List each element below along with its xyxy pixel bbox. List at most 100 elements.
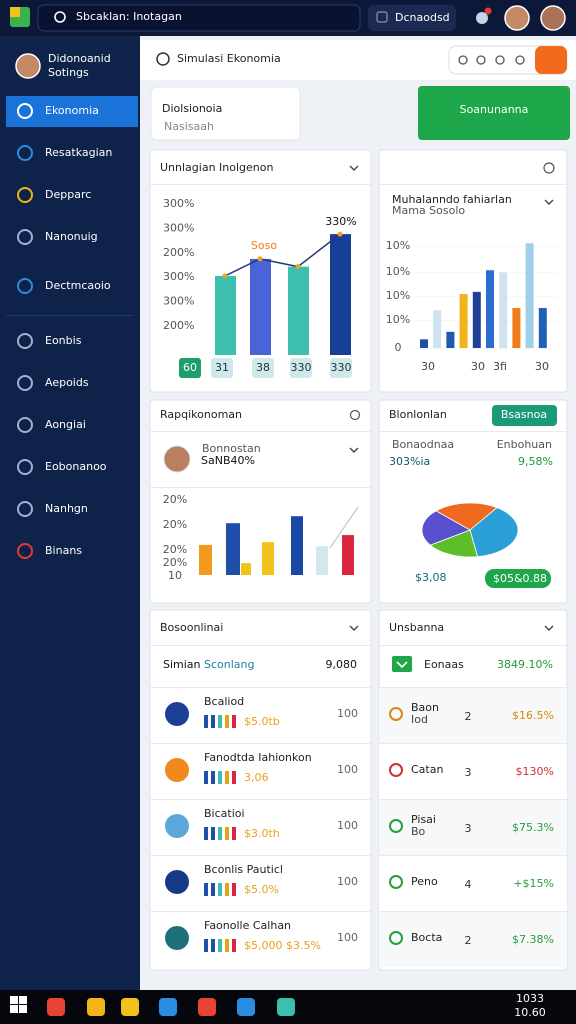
card-divider bbox=[150, 487, 371, 488]
taskbar-app[interactable] bbox=[159, 998, 177, 1016]
row-value: +$15% bbox=[513, 877, 554, 890]
card-divider bbox=[379, 431, 567, 432]
item-value: $5,000 $3.5% bbox=[244, 939, 321, 952]
mini-bar bbox=[232, 715, 236, 728]
search-box[interactable] bbox=[37, 4, 361, 32]
tool-button[interactable] bbox=[535, 46, 567, 74]
footer-pill-text[interactable]: $05&0.88 bbox=[493, 572, 547, 585]
bar bbox=[433, 310, 442, 348]
primary-button-text[interactable]: Soanunanna bbox=[460, 103, 529, 116]
trend-dot bbox=[337, 231, 343, 237]
badge-button[interactable] bbox=[492, 405, 557, 426]
grid-line bbox=[412, 296, 557, 297]
row-sub: Iod bbox=[411, 713, 428, 726]
menu-item[interactable]: Eonbis bbox=[45, 334, 82, 347]
card bbox=[378, 399, 568, 604]
card-divider bbox=[150, 184, 371, 185]
menu-item[interactable]: Aongiai bbox=[45, 418, 86, 431]
taskbar-app[interactable] bbox=[198, 998, 216, 1016]
bar bbox=[330, 234, 351, 355]
trend-dot bbox=[295, 264, 301, 270]
bar bbox=[262, 542, 274, 575]
list-divider bbox=[379, 743, 567, 744]
taskbar-app[interactable] bbox=[277, 998, 295, 1016]
start-tile[interactable] bbox=[10, 996, 18, 1004]
mini-bar bbox=[204, 883, 208, 896]
list-head-label: Simian bbox=[163, 658, 201, 671]
stat-label: Enbohuan bbox=[497, 438, 552, 451]
top-button[interactable] bbox=[368, 5, 456, 31]
start-tile[interactable] bbox=[19, 1005, 27, 1013]
chevron[interactable] bbox=[349, 447, 359, 453]
item-value: 3,06 bbox=[244, 771, 269, 784]
x-label: 330 bbox=[331, 361, 352, 374]
item-value: $5.0tb bbox=[244, 715, 280, 728]
taskbar-app[interactable] bbox=[87, 998, 105, 1016]
search-icon bbox=[54, 11, 66, 23]
chevron[interactable] bbox=[349, 165, 359, 171]
taskbar-app[interactable] bbox=[237, 998, 255, 1016]
chevron[interactable] bbox=[544, 199, 554, 205]
bar bbox=[316, 546, 328, 575]
profile-sub: Sotings bbox=[48, 66, 89, 79]
start-tile[interactable] bbox=[19, 996, 27, 1004]
tool-icon bbox=[476, 55, 486, 65]
menu-icon bbox=[17, 375, 33, 391]
bar bbox=[525, 243, 534, 348]
list-row bbox=[379, 911, 567, 967]
top-button-text: Dcnaodsd bbox=[395, 11, 450, 24]
taskbar-app[interactable] bbox=[121, 998, 139, 1016]
axis-label: 10% bbox=[386, 313, 410, 326]
badge-button-text[interactable]: Bsasnoa bbox=[501, 408, 547, 421]
item-title: Bicatioi bbox=[204, 807, 245, 820]
taskbar-app[interactable] bbox=[47, 998, 65, 1016]
menu-item[interactable]: Depparc bbox=[45, 188, 91, 201]
item-icon bbox=[165, 702, 189, 726]
list-row bbox=[379, 743, 567, 799]
mini-bar bbox=[232, 771, 236, 784]
mini-bar bbox=[211, 771, 215, 784]
menu-icon bbox=[17, 459, 33, 475]
menu-item[interactable]: Eobonanoo bbox=[45, 460, 107, 473]
axis-label: 200% bbox=[163, 319, 194, 332]
row-count: 3 bbox=[465, 822, 472, 835]
card-subtitle: Mama Sosolo bbox=[392, 204, 465, 217]
list-row bbox=[379, 855, 567, 911]
avatar bbox=[504, 5, 530, 31]
item-num: 100 bbox=[337, 931, 358, 944]
card-divider bbox=[150, 645, 371, 646]
bar bbox=[288, 266, 309, 355]
list-divider bbox=[379, 799, 567, 800]
bar bbox=[342, 535, 354, 575]
chevron[interactable] bbox=[544, 625, 554, 631]
menu-item[interactable]: Nanhgn bbox=[45, 502, 88, 515]
x-chip bbox=[252, 358, 274, 378]
item-title: Bconlis Pauticl bbox=[204, 863, 283, 876]
footer-pill[interactable] bbox=[485, 569, 551, 588]
card-divider bbox=[379, 184, 567, 185]
menu-item[interactable]: Nanonuig bbox=[45, 230, 98, 243]
menu-item[interactable]: Resatkagian bbox=[45, 146, 112, 159]
list-divider bbox=[379, 911, 567, 912]
trend-dot bbox=[257, 256, 263, 262]
menu-item[interactable]: Ekonomia bbox=[45, 104, 99, 117]
list-divider bbox=[150, 911, 371, 912]
start-tile[interactable] bbox=[10, 1005, 18, 1013]
menu-item[interactable]: Binans bbox=[45, 544, 82, 557]
chevron[interactable] bbox=[349, 625, 359, 631]
menu-divider bbox=[6, 315, 134, 316]
menu-item[interactable]: Aepoids bbox=[45, 376, 89, 389]
x-label: 31 bbox=[215, 361, 229, 374]
bar bbox=[250, 258, 271, 355]
tool-icon bbox=[495, 55, 505, 65]
mini-bar bbox=[218, 715, 222, 728]
info-icon bbox=[543, 162, 555, 174]
primary-button[interactable] bbox=[418, 86, 570, 140]
item-icon bbox=[165, 758, 189, 782]
bar bbox=[446, 331, 455, 348]
stat-value: 9,58% bbox=[518, 455, 553, 468]
list-divider bbox=[379, 855, 567, 856]
axis-label: 300% bbox=[163, 197, 194, 210]
row-icon bbox=[389, 763, 403, 777]
menu-item[interactable]: Dectmcaoio bbox=[45, 279, 111, 292]
